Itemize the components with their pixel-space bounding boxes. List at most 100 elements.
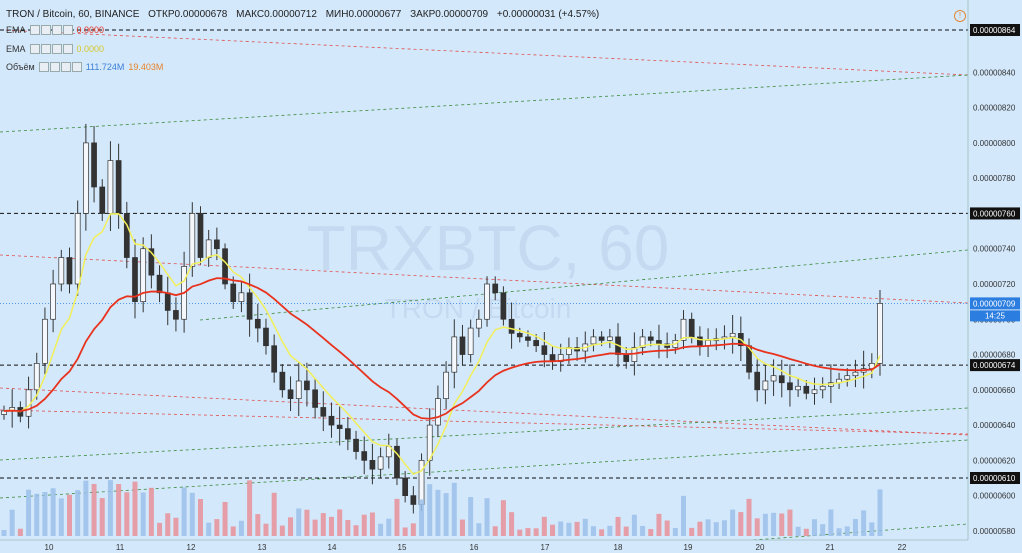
time-tick-label: 12: [187, 543, 196, 552]
candle-body: [394, 445, 400, 479]
time-badge-label: 14:25: [985, 311, 1006, 320]
volume-bar: [730, 509, 736, 536]
watermark-subtitle: TRON / Bitcoin: [385, 293, 572, 324]
volume-bar: [58, 498, 64, 536]
candle-body: [787, 382, 793, 391]
indicator-buttons[interactable]: [38, 62, 82, 72]
indicator-name: EMA: [6, 44, 26, 54]
volume-bar: [631, 514, 637, 536]
price-tick-label: 0.00000680: [973, 351, 1016, 360]
candle-body: [148, 248, 155, 276]
volume-bar: [640, 525, 646, 536]
volume-bar: [34, 493, 40, 536]
volume-bar: [222, 501, 228, 536]
high-value: МАКС0.00000712: [236, 9, 317, 20]
price-tick-label: 0.00000820: [973, 104, 1016, 113]
candle-body: [345, 428, 351, 440]
candle-body: [402, 477, 409, 496]
volume-bar: [648, 529, 654, 536]
candle-body: [238, 292, 245, 302]
candle-body: [819, 385, 826, 391]
candle-body: [33, 363, 40, 391]
volume-bar: [99, 498, 105, 536]
price-tick-label: 0.00000660: [973, 386, 1016, 395]
volume-bar: [779, 513, 785, 536]
volume-bar: [304, 509, 310, 536]
candle-body: [287, 389, 294, 399]
time-tick-label: 17: [541, 543, 550, 552]
candle-body: [508, 318, 515, 334]
candle-body: [475, 318, 482, 329]
volume-bar: [206, 522, 212, 536]
candle-body: [91, 142, 97, 188]
price-badge: [970, 207, 1020, 220]
symbol-label[interactable]: TRON / Bitcoin, 60, BINANCE: [6, 9, 140, 20]
candle-body: [647, 336, 654, 341]
volume-bar: [419, 499, 425, 536]
volume-bar: [353, 525, 359, 536]
volume-bar: [197, 499, 203, 536]
trend-line: [0, 74, 969, 133]
candle-body: [598, 336, 605, 341]
volume-bar: [173, 517, 179, 536]
volume-bar: [75, 490, 81, 536]
candle-body: [623, 354, 630, 362]
volume-bar: [148, 487, 154, 536]
volume-bar: [345, 520, 351, 536]
indicator-buttons[interactable]: [29, 44, 73, 54]
indicator-ema-slow[interactable]: EMA 0.0000: [6, 25, 104, 35]
time-tick-label: 18: [614, 543, 623, 552]
price-badge-label: 0.00000709: [973, 299, 1016, 308]
candle-body: [254, 318, 261, 329]
time-tick-label: 15: [398, 543, 407, 552]
volume-bar: [869, 522, 875, 536]
volume-bar: [369, 512, 375, 536]
indicator-ema-fast[interactable]: EMA 0.0000: [6, 44, 104, 54]
trend-line: [0, 439, 969, 499]
candle-body: [42, 318, 48, 364]
indicator-name: EMA: [6, 25, 26, 35]
time-tick-label: 22: [898, 543, 907, 552]
price-badge: [970, 24, 1020, 36]
candle-body: [762, 380, 769, 391]
candle-body: [66, 257, 73, 285]
time-tick-label: 10: [45, 543, 54, 552]
volume-bar: [656, 513, 662, 536]
candle-body: [246, 292, 253, 320]
volume-bar: [852, 519, 858, 536]
volume-bar: [132, 481, 138, 536]
watermark-title: TRXBTC, 60: [307, 212, 670, 284]
volume-bar: [181, 487, 187, 536]
candle-body: [304, 380, 310, 391]
candle-body: [500, 292, 507, 320]
candle-body: [852, 371, 859, 377]
volume-bar: [484, 498, 490, 536]
volume-bar: [107, 480, 113, 536]
volume-bar: [721, 520, 727, 536]
trend-line: [0, 407, 969, 461]
candle-body: [688, 318, 695, 338]
volume-bar: [607, 525, 613, 536]
open-value: ОТКР0.00000678: [148, 9, 228, 20]
close-value: ЗАКР0.00000709: [410, 9, 489, 20]
indicator-volume[interactable]: Объём 111.724M 19.403M: [6, 62, 163, 72]
volume-bar: [877, 489, 883, 536]
candle-body: [877, 303, 883, 364]
volume-bar: [836, 528, 842, 536]
volume-bar: [844, 526, 850, 536]
candle-body: [279, 371, 286, 391]
indicator-buttons[interactable]: [29, 25, 73, 35]
candle-body: [74, 213, 81, 285]
volume-bar: [271, 492, 277, 536]
info-icon[interactable]: !: [954, 10, 966, 22]
volume-bar: [574, 521, 580, 536]
volume-bar: [238, 520, 244, 536]
volume-bar: [443, 493, 449, 536]
volume-bar: [427, 484, 433, 536]
indicator-value: 0.0000: [76, 44, 105, 54]
indicator-name: Объём: [6, 62, 35, 72]
volume-bar: [492, 526, 498, 536]
volume-bar: [509, 512, 515, 536]
